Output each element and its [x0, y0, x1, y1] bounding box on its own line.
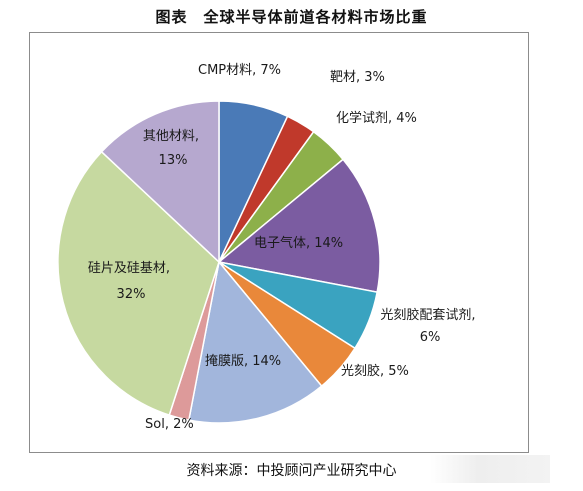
silicon-pct: 32%: [117, 287, 146, 302]
pie-slices: [57, 100, 381, 424]
slice-label-other: 其他材料, 13%: [143, 129, 203, 168]
slice-label-sol: Sol, 2%: [145, 417, 194, 432]
slice-label-gas: 电子气体, 14%: [254, 235, 343, 251]
pie-slice-9: [100, 100, 220, 264]
pie-slice-8: [57, 150, 220, 417]
other-name: 其他材料,: [143, 129, 199, 144]
slice-label-photoresist-reagent: 光刻胶配套试剂, 6%: [380, 307, 479, 345]
slice-label-chemical: 化学试剂, 4%: [336, 110, 417, 126]
silicon-name: 硅片及硅基材,: [88, 261, 170, 276]
slice-label-photoresist: 光刻胶, 5%: [341, 363, 409, 379]
slice-label-target: 靶材, 3%: [330, 70, 385, 85]
chart-title: 图表 全球半导体前道各材料市场比重: [155, 8, 428, 26]
source-note: 资料来源：中投顾问产业研究中心: [186, 463, 397, 479]
watermark-fade: [430, 455, 550, 483]
photoresist-reagent-name: 光刻胶配套试剂,: [380, 307, 475, 323]
pie-slice-6: [187, 260, 323, 424]
photoresist-reagent-pct: 6%: [420, 330, 441, 345]
pie-labels: CMP材料, 7% 靶材, 3% 化学试剂, 4% 电子气体, 14% 光刻胶配…: [88, 63, 479, 432]
pie-slice-3: [217, 158, 381, 294]
slice-label-mask: 掩膜版, 14%: [205, 354, 281, 369]
slice-label-silicon: 硅片及硅基材, 32%: [88, 261, 174, 302]
slice-label-cmp: CMP材料, 7%: [198, 63, 281, 78]
other-pct: 13%: [159, 153, 188, 168]
